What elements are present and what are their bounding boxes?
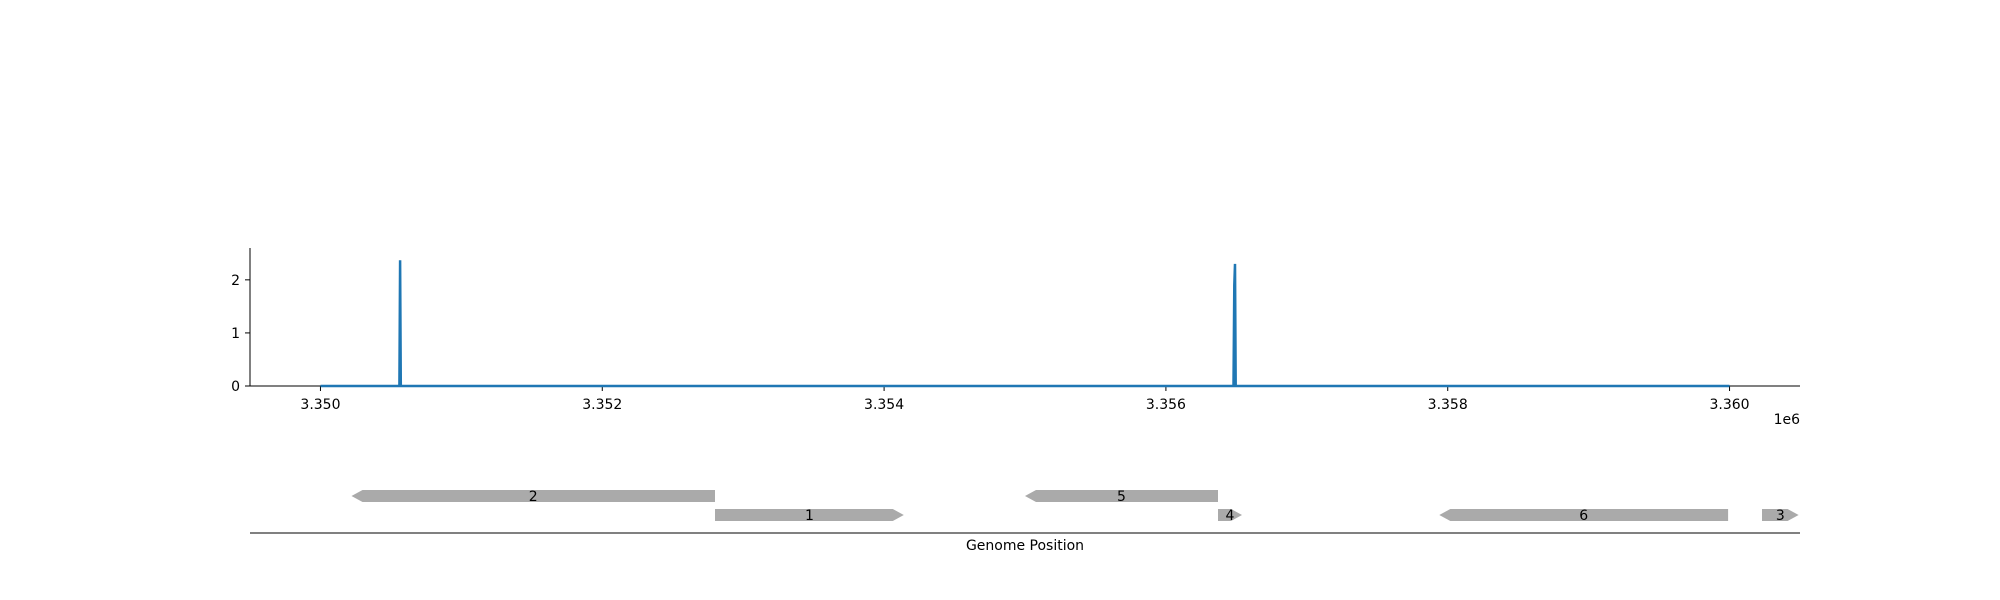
- gene-axis-label: Genome Position: [966, 538, 1084, 554]
- y-tick-label: 0: [231, 379, 240, 395]
- x-offset-label: 1e6: [1774, 412, 1801, 428]
- x-tick-label: 3.356: [1146, 397, 1186, 413]
- x-tick-label: 3.358: [1428, 397, 1468, 413]
- x-tick-label: 3.360: [1709, 397, 1749, 413]
- x-tick-label: 3.354: [864, 397, 904, 413]
- x-tick-label: 3.350: [300, 397, 340, 413]
- y-ticks: 0 1 2: [231, 273, 250, 395]
- gene-arrow: [1762, 509, 1799, 521]
- gene-arrow: [1025, 490, 1218, 502]
- genes: 2 1 5 4 6 3: [351, 489, 1799, 524]
- gene-label: 6: [1579, 508, 1588, 524]
- y-tick-label: 2: [231, 273, 240, 289]
- gene-arrow: [1218, 509, 1242, 521]
- x-ticks: 3.350 3.352 3.354 3.356 3.358 3.360: [300, 386, 1750, 413]
- gene-arrow: [351, 490, 715, 502]
- gene-label: 1: [805, 508, 814, 524]
- coverage-plot: 0 1 2 3.350 3.352 3.354 3.356 3.358 3.360 1e6: [231, 248, 1800, 428]
- gene-label: 2: [529, 489, 538, 505]
- y-tick-label: 1: [231, 326, 240, 342]
- gene-arrow: [715, 509, 904, 521]
- gene-label: 4: [1226, 508, 1235, 524]
- gene-arrow: [1439, 509, 1729, 521]
- x-tick-label: 3.352: [582, 397, 622, 413]
- gene-track: 2 1 5 4 6 3 Genome Position: [250, 489, 1800, 554]
- gene-label: 5: [1117, 489, 1126, 505]
- coverage-line: [320, 260, 1730, 388]
- gene-label: 3: [1776, 508, 1785, 524]
